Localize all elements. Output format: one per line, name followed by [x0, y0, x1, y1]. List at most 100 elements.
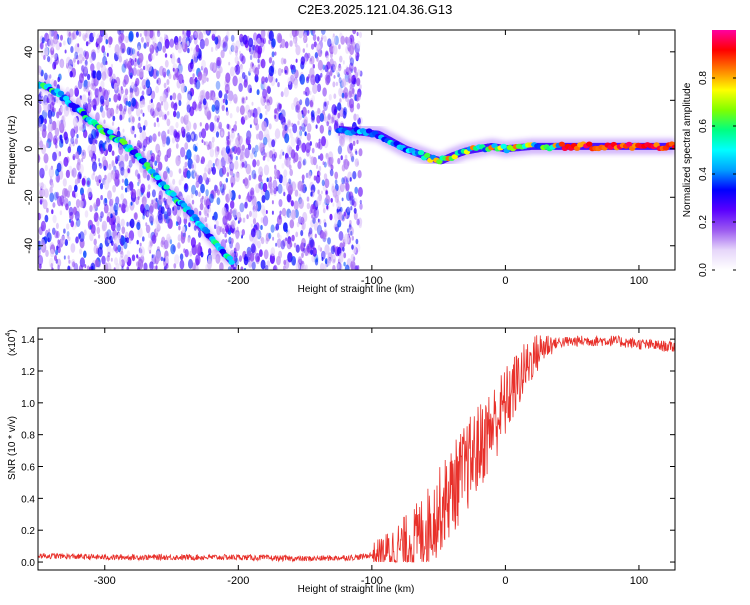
noise-speck — [286, 208, 292, 218]
noise-speck — [199, 90, 205, 101]
noise-speck — [334, 179, 338, 185]
noise-speck — [350, 253, 355, 262]
noise-speck — [252, 159, 257, 168]
noise-speck — [312, 217, 316, 224]
noise-speck — [339, 182, 345, 193]
noise-speck — [260, 217, 264, 224]
noise-speck — [230, 175, 236, 186]
noise-speck — [324, 178, 330, 189]
noise-speck — [274, 51, 277, 56]
noise-speck — [159, 95, 163, 102]
noise-speck — [142, 208, 147, 217]
snr-series-line — [38, 334, 675, 564]
noise-speck — [225, 145, 230, 154]
noise-speck — [152, 218, 156, 225]
noise-speck — [140, 183, 146, 194]
noise-speck — [350, 230, 353, 236]
noise-speck — [344, 86, 347, 92]
noise-speck — [90, 49, 96, 60]
noise-speck — [306, 243, 312, 253]
noise-speck — [229, 113, 233, 119]
noise-speck — [226, 89, 229, 94]
noise-speck — [134, 86, 140, 97]
noise-speck — [145, 79, 151, 89]
colorbar-tick-label: 0.4 — [698, 167, 709, 181]
noise-speck — [179, 253, 184, 261]
noise-speck — [295, 244, 300, 253]
noise-speck — [289, 128, 292, 134]
noise-speck — [338, 73, 341, 78]
noise-speck — [49, 74, 52, 79]
noise-speck — [164, 53, 168, 58]
noise-speck — [63, 40, 66, 46]
noise-speck — [222, 98, 225, 104]
noise-speck — [123, 168, 129, 179]
noise-speck — [89, 192, 92, 197]
noise-speck — [51, 46, 54, 51]
noise-speck — [199, 38, 205, 50]
noise-speck — [322, 232, 327, 240]
noise-speck — [323, 263, 327, 270]
noise-speck — [139, 33, 142, 38]
noise-speck — [139, 126, 143, 133]
noise-speck — [235, 50, 238, 57]
noise-speck — [144, 119, 148, 127]
noise-speck — [117, 244, 121, 253]
noise-speck — [70, 220, 74, 228]
noise-speck — [83, 250, 87, 258]
noise-speck — [209, 193, 214, 204]
noise-speck — [131, 97, 137, 107]
noise-speck — [267, 138, 273, 148]
noise-speck — [256, 133, 259, 140]
noise-speck — [121, 185, 124, 191]
noise-speck — [96, 38, 100, 44]
noise-speck — [197, 101, 203, 112]
noise-speck — [155, 250, 162, 262]
noise-speck — [350, 206, 353, 211]
noise-speck — [45, 142, 49, 149]
noise-speck — [147, 188, 150, 193]
noise-speck — [110, 198, 114, 205]
noise-speck — [317, 107, 321, 115]
noise-speck — [248, 37, 254, 48]
noise-speck — [228, 213, 232, 221]
noise-speck — [299, 216, 303, 223]
noise-speck — [252, 44, 256, 51]
spectrogram-y-axis: -40 -20 0 20 40 — [23, 46, 675, 254]
snr-y-scale-exponent: 4 — [5, 333, 12, 337]
noise-speck — [195, 180, 200, 188]
noise-speck — [211, 62, 217, 71]
noise-speck — [312, 33, 317, 42]
noise-speck — [254, 202, 258, 210]
noise-speck — [310, 249, 313, 256]
noise-speck — [182, 232, 186, 237]
noise-speck — [313, 221, 319, 231]
noise-speck — [119, 114, 123, 121]
noise-speck — [297, 110, 303, 121]
svg-text:(x104): (x104) — [5, 329, 18, 356]
noise-speck — [81, 94, 87, 105]
noise-speck — [277, 82, 280, 88]
noise-speck — [315, 257, 319, 263]
noise-speck — [213, 211, 218, 221]
noise-speck — [131, 49, 138, 60]
noise-speck — [92, 138, 96, 145]
y-tick-label: 0.8 — [21, 431, 35, 442]
noise-speck — [157, 213, 163, 224]
noise-speck — [330, 156, 334, 165]
noise-speck — [331, 41, 335, 47]
noise-speck — [178, 168, 182, 174]
noise-speck — [256, 159, 260, 167]
noise-speck — [203, 195, 210, 207]
noise-speck — [60, 105, 64, 113]
noise-speck — [215, 151, 219, 158]
noise-speck — [49, 117, 53, 125]
noise-speck — [283, 265, 286, 270]
noise-speck — [310, 55, 315, 65]
noise-speck — [46, 207, 49, 213]
noise-speck — [106, 244, 112, 255]
noise-speck — [77, 43, 80, 48]
noise-speck — [187, 237, 191, 243]
noise-speck — [292, 123, 298, 134]
noise-speck — [83, 86, 86, 92]
